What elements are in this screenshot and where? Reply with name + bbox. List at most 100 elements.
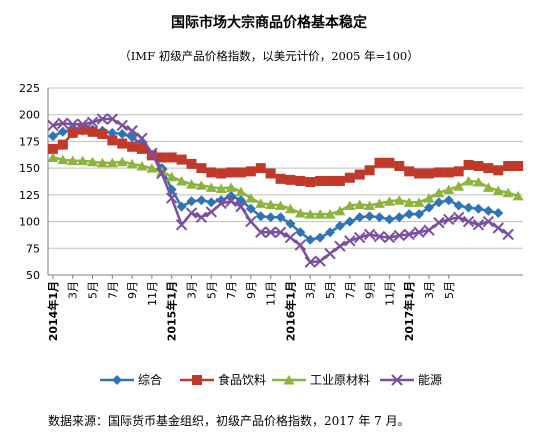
data-point-stroke xyxy=(334,240,346,252)
data-point xyxy=(245,166,256,177)
data-point xyxy=(404,209,415,220)
data-point-stroke xyxy=(391,374,403,386)
data-point-stroke xyxy=(433,216,445,229)
x-tick-label: 3月 xyxy=(304,281,317,299)
data-point xyxy=(502,187,514,198)
data-point-stroke xyxy=(274,226,287,238)
data-point xyxy=(472,219,485,231)
data-point xyxy=(274,226,287,238)
data-point xyxy=(463,175,475,186)
data-point-stroke xyxy=(284,231,297,244)
data-point xyxy=(47,143,58,154)
data-point-stroke xyxy=(472,219,485,231)
data-point xyxy=(443,167,454,178)
data-point xyxy=(433,197,444,208)
data-point xyxy=(344,216,355,227)
data-point xyxy=(325,175,336,186)
y-tick-label: 175 xyxy=(19,135,40,148)
data-point xyxy=(87,126,98,137)
data-point xyxy=(393,195,405,205)
data-point xyxy=(482,182,494,192)
data-point xyxy=(314,255,326,267)
data-point xyxy=(324,209,336,219)
data-point xyxy=(235,167,246,178)
data-point-stroke xyxy=(47,119,59,132)
data-point xyxy=(354,231,366,244)
data-point xyxy=(503,161,514,172)
data-point xyxy=(245,193,257,203)
data-point xyxy=(443,195,454,206)
data-point xyxy=(463,202,474,213)
data-point xyxy=(126,125,138,137)
data-point xyxy=(196,195,207,206)
data-point xyxy=(512,190,524,201)
y-tick-label: 200 xyxy=(19,109,40,122)
data-point xyxy=(116,119,128,132)
data-point xyxy=(492,185,504,196)
data-point xyxy=(414,209,425,220)
data-point xyxy=(482,215,495,228)
data-point xyxy=(334,240,346,252)
x-tick-label: 7月 xyxy=(225,281,238,299)
data-point xyxy=(255,211,266,222)
x-tick-label: 3月 xyxy=(67,281,80,299)
data-point-stroke xyxy=(314,255,326,267)
chart-title: 国际市场大宗商品价格基本稳定 xyxy=(171,15,367,31)
data-point xyxy=(374,198,386,208)
data-point xyxy=(403,228,415,241)
data-point xyxy=(47,152,59,162)
x-tick-label: 5月 xyxy=(87,281,100,299)
data-point xyxy=(235,200,247,213)
data-point xyxy=(304,209,316,219)
data-point xyxy=(96,157,108,168)
data-point xyxy=(364,165,375,176)
x-tick-label: 11月 xyxy=(146,281,159,306)
data-point xyxy=(137,143,148,154)
data-point xyxy=(473,203,484,214)
data-point-stroke xyxy=(492,222,504,234)
data-point xyxy=(284,231,297,244)
data-point xyxy=(112,375,122,385)
data-point xyxy=(265,168,276,179)
data-point xyxy=(364,211,375,222)
data-point-stroke xyxy=(225,195,237,207)
data-point xyxy=(374,212,385,223)
x-axis: 2014年1月 3月 5月 7月 9月 11月 2015年1月 3月 5月 7月 9月 11月 2016… xyxy=(46,274,523,341)
data-point xyxy=(67,155,79,166)
x-tick-label: 11月 xyxy=(383,281,396,306)
data-point xyxy=(453,181,465,191)
data-point xyxy=(364,200,376,211)
series-2 xyxy=(47,152,524,219)
data-point xyxy=(493,208,504,219)
x-tick-label: 2014年1月 xyxy=(46,281,60,341)
data-point-stroke xyxy=(255,226,267,238)
data-point xyxy=(156,167,168,180)
data-point xyxy=(206,197,217,208)
data-point xyxy=(452,211,465,224)
data-point xyxy=(136,132,148,144)
data-point xyxy=(175,219,188,231)
data-point-stroke xyxy=(126,125,138,137)
data-point xyxy=(324,247,336,260)
x-tick-label: 5月 xyxy=(205,281,218,299)
data-point xyxy=(264,226,277,238)
data-point xyxy=(176,201,187,212)
data-point xyxy=(315,175,326,186)
data-point xyxy=(106,113,119,125)
data-point xyxy=(226,167,237,178)
data-point xyxy=(205,206,217,218)
data-point xyxy=(423,224,435,236)
data-point xyxy=(57,139,68,150)
y-tick-label: 50 xyxy=(26,269,40,282)
data-point xyxy=(117,138,128,149)
data-point xyxy=(245,203,256,214)
data-point xyxy=(215,197,227,210)
data-point-stroke xyxy=(423,224,435,236)
data-point xyxy=(492,222,504,234)
x-tick-label: 9月 xyxy=(245,281,258,299)
data-point-stroke xyxy=(235,200,247,213)
data-point xyxy=(47,119,59,132)
data-point xyxy=(295,227,306,238)
data-point xyxy=(226,190,237,201)
data-point xyxy=(285,218,296,229)
